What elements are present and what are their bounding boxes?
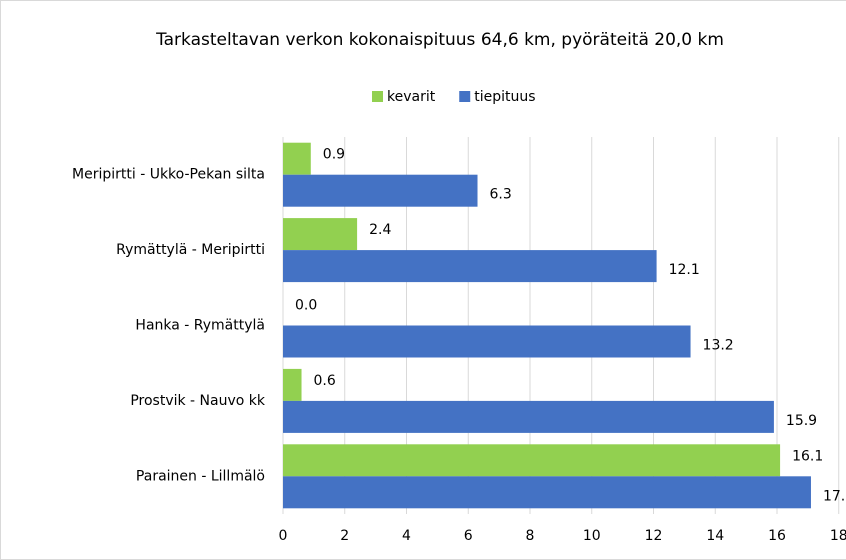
value-label: 15.9: [786, 413, 817, 429]
bar: [283, 250, 657, 283]
bar: [283, 476, 811, 509]
x-tick-label: 18: [830, 528, 846, 544]
x-tick-label: 12: [645, 528, 663, 544]
bar: [283, 325, 691, 358]
bar: [283, 218, 358, 251]
y-tick-label: Rymättylä - Meripirtti: [116, 242, 265, 258]
y-tick-label: Prostvik - Nauvo kk: [130, 393, 266, 409]
y-tick-label: Parainen - Lillmälö: [136, 468, 265, 484]
legend-swatch: [459, 91, 471, 102]
value-label: 0.6: [314, 373, 336, 389]
legend-swatch: [372, 91, 383, 102]
x-tick-label: 0: [279, 528, 288, 544]
x-tick-label: 10: [583, 528, 601, 544]
value-label: 12.1: [669, 262, 700, 278]
legend-label: kevarit: [387, 89, 436, 105]
x-tick-label: 2: [340, 528, 349, 544]
chart-title: Tarkasteltavan verkon kokonaispituus 64,…: [155, 30, 724, 50]
bar: [283, 174, 478, 207]
bar: [283, 142, 311, 175]
value-label: 6.3: [490, 187, 512, 203]
x-tick-label: 6: [464, 528, 473, 544]
y-tick-label: Hanka - Rymättylä: [135, 318, 265, 334]
x-tick-label: 16: [768, 528, 786, 544]
value-label: 17.1: [823, 488, 846, 504]
bar: [283, 368, 302, 401]
bar: [283, 444, 781, 477]
y-tick-label: Meripirtti - Ukko-Pekan silta: [72, 167, 265, 183]
x-tick-label: 8: [526, 528, 535, 544]
value-label: 13.2: [703, 338, 734, 354]
value-label: 16.1: [792, 448, 823, 464]
value-label: 2.4: [369, 222, 391, 238]
legend-label: tiepituus: [474, 89, 535, 105]
x-tick-label: 4: [402, 528, 411, 544]
x-tick-label: 14: [706, 528, 724, 544]
value-label: 0.0: [295, 298, 317, 314]
value-label: 0.9: [323, 147, 345, 163]
bar: [283, 400, 774, 433]
